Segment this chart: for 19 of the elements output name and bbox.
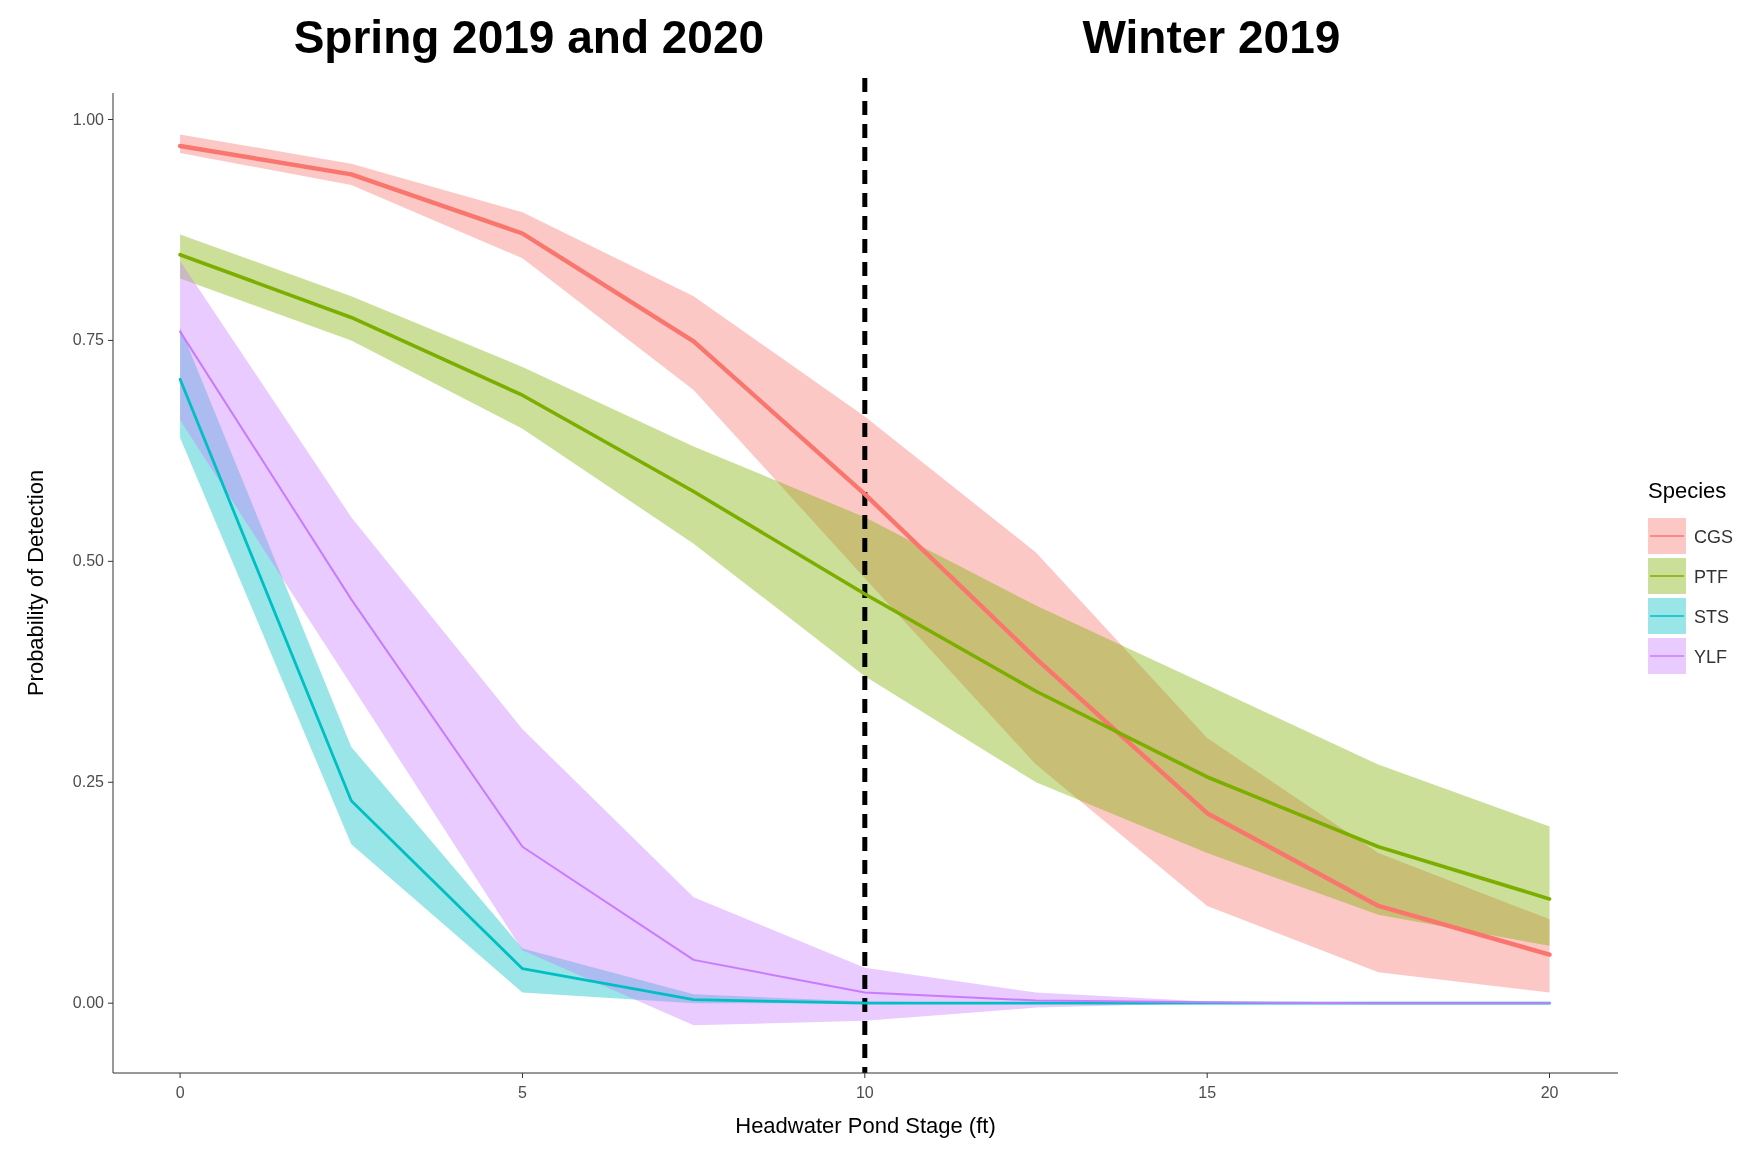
x-tick-label: 10: [855, 1084, 874, 1101]
legend-label: STS: [1694, 607, 1730, 627]
y-tick-label: 0.25: [72, 773, 105, 791]
y-tick-label: 0.75: [72, 331, 105, 349]
text: Spring 2019 and 2020: [293, 11, 765, 63]
x-tick-label: 0: [175, 1084, 185, 1101]
legend-title: Species: [1648, 478, 1727, 503]
y-tick-label: 0.00: [72, 994, 105, 1012]
text: Winter 2019: [1082, 11, 1341, 63]
legend-label: PTF: [1694, 567, 1728, 587]
x-tick-label: 5: [518, 1084, 528, 1101]
x-tick-label: 20: [1540, 1084, 1559, 1101]
legend-label: CGS: [1694, 527, 1734, 547]
x-tick-label: 15: [1198, 1084, 1217, 1101]
y-axis-title: Probability of Detection: [23, 469, 48, 697]
y-tick-label: 0.50: [72, 552, 105, 570]
y-tick-label: 1.00: [72, 110, 105, 128]
x-axis-title: Headwater Pond Stage (ft): [735, 1113, 996, 1138]
legend-label: YLF: [1694, 647, 1728, 667]
